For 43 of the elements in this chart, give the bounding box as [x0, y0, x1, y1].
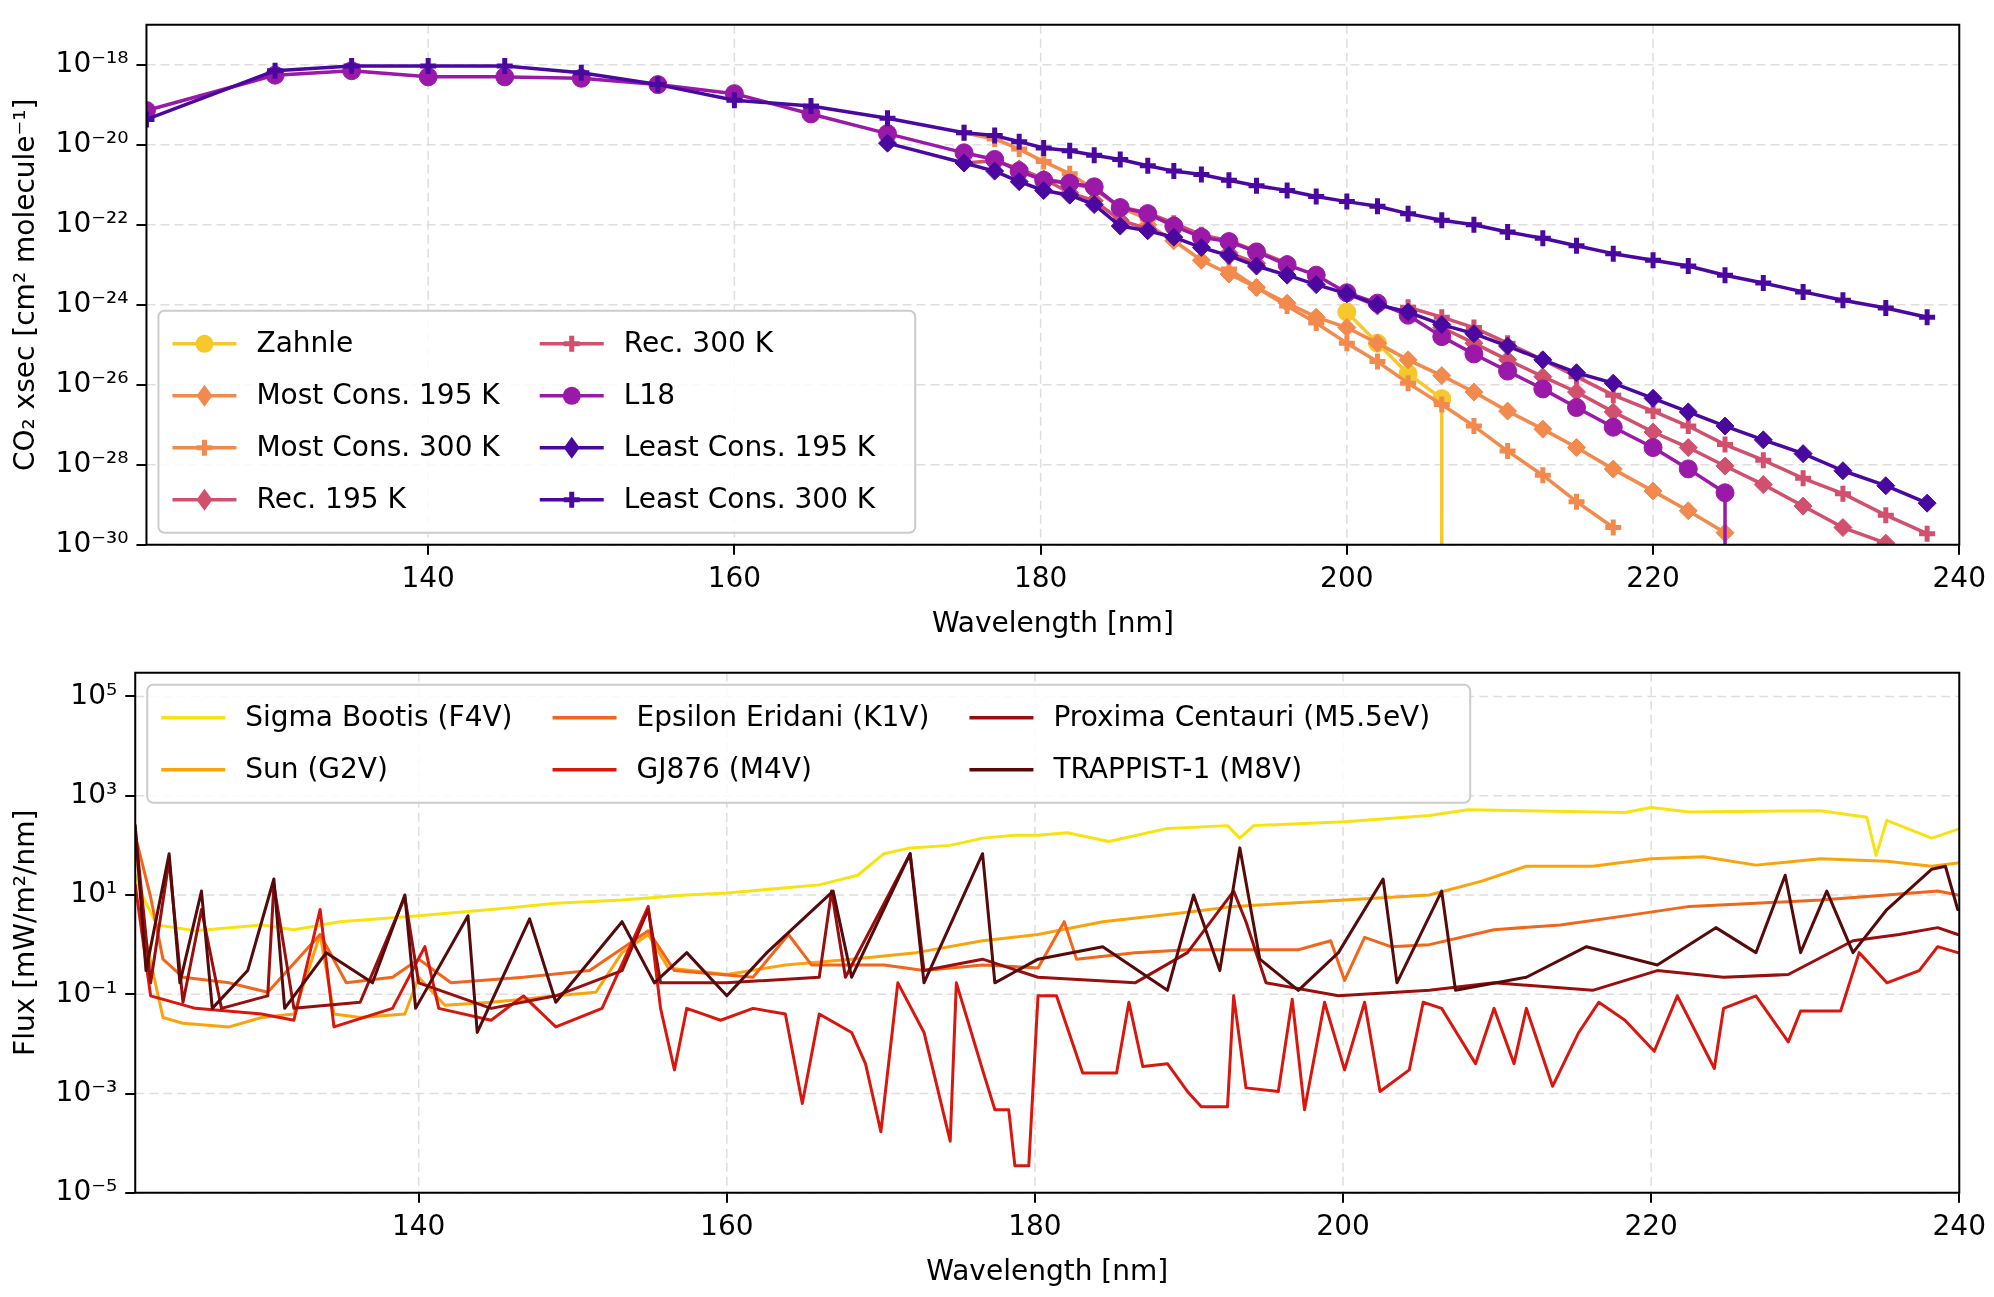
legend-label: Sigma Bootis (F4V) [245, 700, 513, 734]
x-tick-label: 220 [1624, 1208, 1678, 1242]
legend-label: Least Cons. 195 K [623, 430, 876, 464]
x-tick-label: 160 [707, 560, 762, 594]
y-tick-label: 10³ [70, 777, 118, 811]
x-tick-label: 140 [401, 560, 455, 594]
y-axis-title: CO₂ xsec [cm² molecule⁻¹] [8, 98, 42, 472]
y-tick-label: 10⁻⁵ [55, 1174, 118, 1208]
x-axis-title: Wavelength [nm] [926, 1254, 1169, 1288]
legend-label: GJ876 (M4V) [636, 752, 812, 786]
legend-label: Zahnle [256, 326, 354, 360]
y-axis-title: Flux [mW/m²/nm] [8, 809, 42, 1056]
legend-label: L18 [623, 378, 675, 412]
x-tick-label: 240 [1932, 1208, 1986, 1242]
legend-label: Most Cons. 195 K [256, 378, 501, 412]
y-tick-label: 10⁻¹ [55, 975, 118, 1009]
y-tick-label: 10⁻³ [55, 1074, 118, 1108]
legend-label: Proxima Centauri (M5.5eV) [1053, 700, 1431, 734]
legend-label: Least Cons. 300 K [623, 482, 876, 516]
x-tick-label: 240 [1932, 560, 1986, 594]
y-tick-label: 10¹ [70, 876, 118, 910]
legend-label: Epsilon Eridani (K1V) [636, 700, 930, 734]
y-tick-label: 10⁵ [70, 677, 118, 711]
legend-label: Rec. 195 K [256, 482, 407, 516]
x-tick-label: 140 [391, 1208, 446, 1242]
x-tick-label: 200 [1316, 1208, 1370, 1242]
x-axis-title: Wavelength [nm] [931, 606, 1174, 640]
legend-label: TRAPPIST-1 (M8V) [1052, 752, 1303, 786]
y-tick-label: 10⁻²⁰ [55, 126, 129, 160]
y-tick-label: 10⁻¹⁸ [55, 46, 129, 80]
x-tick-label: 160 [700, 1208, 754, 1242]
x-tick-label: 200 [1320, 560, 1374, 594]
y-tick-label: 10⁻²⁶ [55, 366, 129, 400]
x-tick-label: 180 [1008, 1208, 1062, 1242]
y-tick-label: 10⁻³⁰ [55, 526, 129, 560]
x-tick-label: 220 [1626, 560, 1680, 594]
y-tick-label: 10⁻²² [55, 206, 129, 240]
legend-label: Most Cons. 300 K [256, 430, 501, 464]
x-tick-label: 180 [1013, 560, 1068, 594]
legend-label: Rec. 300 K [623, 326, 774, 360]
legend-label: Sun (G2V) [245, 752, 388, 786]
y-tick-label: 10⁻²⁸ [55, 446, 129, 480]
y-tick-label: 10⁻²⁴ [55, 286, 129, 320]
